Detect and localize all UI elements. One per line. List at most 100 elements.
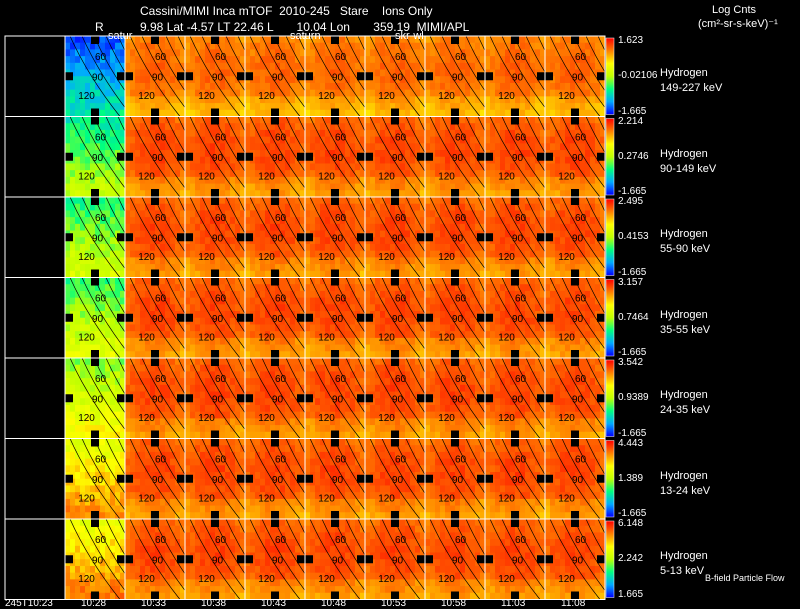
heatmap-cell [280,210,286,218]
heatmap-cell [260,237,266,245]
heatmap-cell [330,143,336,151]
heatmap-cell [305,243,311,252]
heatmap-cell [85,123,91,131]
heatmap-cell [500,136,506,144]
heatmap-cell [430,123,436,131]
heatmap-cell [230,42,236,50]
heatmap-cell [570,49,576,57]
heatmap-cell [250,250,256,258]
heatmap-cell [280,197,286,205]
heatmap-cell [540,176,546,184]
heatmap-cell [470,76,476,84]
heatmap-cell [600,103,606,111]
heatmap-cell [105,109,111,117]
heatmap-cell [565,197,571,205]
heatmap-cell [595,243,601,252]
contour-label: 60 [155,52,167,63]
heatmap-cell [410,156,416,164]
heatmap-cell [490,217,496,225]
heatmap-cell [505,197,511,205]
heatmap-cell [210,203,216,211]
heatmap-cell [440,103,446,111]
heatmap-cell [95,69,101,77]
heatmap-cell [520,150,526,158]
heatmap-cell [285,311,291,319]
mask-block [571,108,579,117]
heatmap-cell [200,284,206,292]
heatmap-cell [190,96,196,104]
heatmap-cell [195,243,201,252]
heatmap-cell [150,203,156,211]
heatmap-cell [290,109,296,117]
heatmap-cell [350,176,356,184]
heatmap-cell [560,190,566,198]
heatmap-cell [335,150,341,158]
heatmap-cell [175,183,181,191]
heatmap-cell [105,82,111,91]
heatmap-cell [145,170,151,178]
heatmap-cell [140,311,146,319]
heatmap-cell [140,250,146,258]
heatmap-cell [565,136,571,144]
heatmap-cell [180,163,186,171]
heatmap-cell [250,304,256,312]
heatmap-cell [575,69,581,77]
heatmap-cell [220,176,226,184]
heatmap-cell [375,62,381,70]
heatmap-cell [280,36,286,44]
heatmap-cell [155,136,161,144]
mask-block [451,108,459,117]
heatmap-cell [430,49,436,57]
heatmap-cell [570,76,576,84]
contour-label: 90 [152,72,164,83]
heatmap-cell [250,96,256,104]
mask-block [451,116,459,125]
heatmap-cell [360,96,366,104]
heatmap-cell [395,103,401,111]
heatmap-cell [325,129,331,138]
heatmap-cell [150,210,156,218]
heatmap-cell [580,203,586,211]
heatmap-cell [530,237,536,245]
contour-line [129,196,181,278]
heatmap-cell [110,203,116,211]
heatmap-cell [385,183,391,191]
heatmap-cell [155,183,161,191]
heatmap-cell [320,230,326,238]
heatmap-cell [140,103,146,111]
heatmap-cell [545,170,551,178]
heatmap-cell [560,116,566,124]
heatmap-cell [565,36,571,44]
heatmap-cell [550,123,556,131]
heatmap-cell [175,82,181,91]
heatmap-cell [555,243,561,252]
heatmap-cell [295,176,301,184]
heatmap-cell [215,170,221,178]
heatmap-cell [70,103,76,111]
heatmap-cell [140,264,146,272]
heatmap-cell [350,143,356,151]
heatmap-cell [80,230,86,238]
mask-block [65,72,73,81]
heatmap-cell [300,176,306,184]
heatmap-cell [490,56,496,64]
heatmap-cell [205,176,211,184]
heatmap-cell [400,163,406,171]
heatmap-cell [90,123,96,131]
heatmap-cell [130,49,136,57]
heatmap-cell [580,42,586,50]
heatmap-cell [125,42,131,50]
heatmap-cell [115,344,121,352]
heatmap-cell [140,217,146,225]
heatmap-cell [200,69,206,77]
heatmap-cell [405,250,411,258]
heatmap-cell [250,217,256,225]
heatmap-cell [275,210,281,218]
heatmap-cell [65,304,71,312]
heatmap-cell [495,69,501,77]
heatmap-cell [230,210,236,218]
heatmap-cell [130,103,136,111]
heatmap-cell [475,49,481,57]
heatmap-cell [230,324,236,332]
heatmap-cell [330,304,336,312]
